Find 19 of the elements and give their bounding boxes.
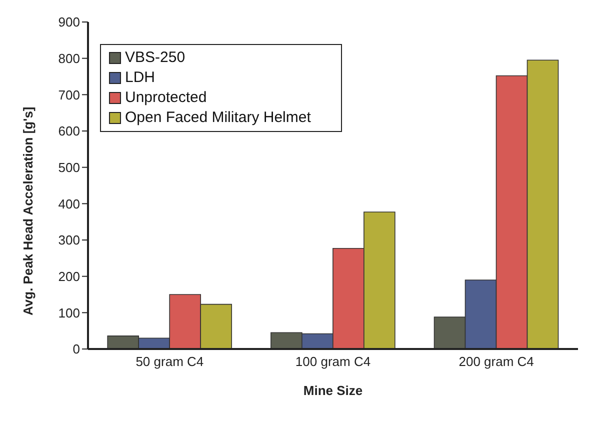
x-axis-title: Mine Size [303, 383, 363, 398]
y-tick-label: 100 [58, 305, 80, 320]
legend-label: LDH [124, 68, 156, 88]
y-tick-label: 600 [58, 124, 80, 139]
y-tick-label: 500 [58, 160, 80, 175]
x-tick-label: 100 gram C4 [295, 354, 371, 370]
legend-label: Open Faced Military Helmet [124, 108, 311, 128]
x-tick-label: 50 gram C4 [136, 354, 204, 370]
y-tick-label: 700 [58, 87, 80, 102]
y-tick-label: 800 [58, 50, 80, 66]
y-axis-title: Avg. Peak Head Acceleration [g's] [20, 106, 36, 316]
x-tick-label: 200 gram C4 [458, 354, 534, 370]
y-tick-label: 200 [58, 268, 80, 284]
y-tick-label: 900 [58, 14, 80, 30]
y-tick-label: 400 [58, 196, 80, 212]
legend-label: VBS-250 [124, 48, 186, 68]
legend-label: Unprotected [124, 88, 208, 108]
y-tick-label: 300 [58, 232, 80, 248]
y-tick-label: 0 [72, 342, 80, 357]
